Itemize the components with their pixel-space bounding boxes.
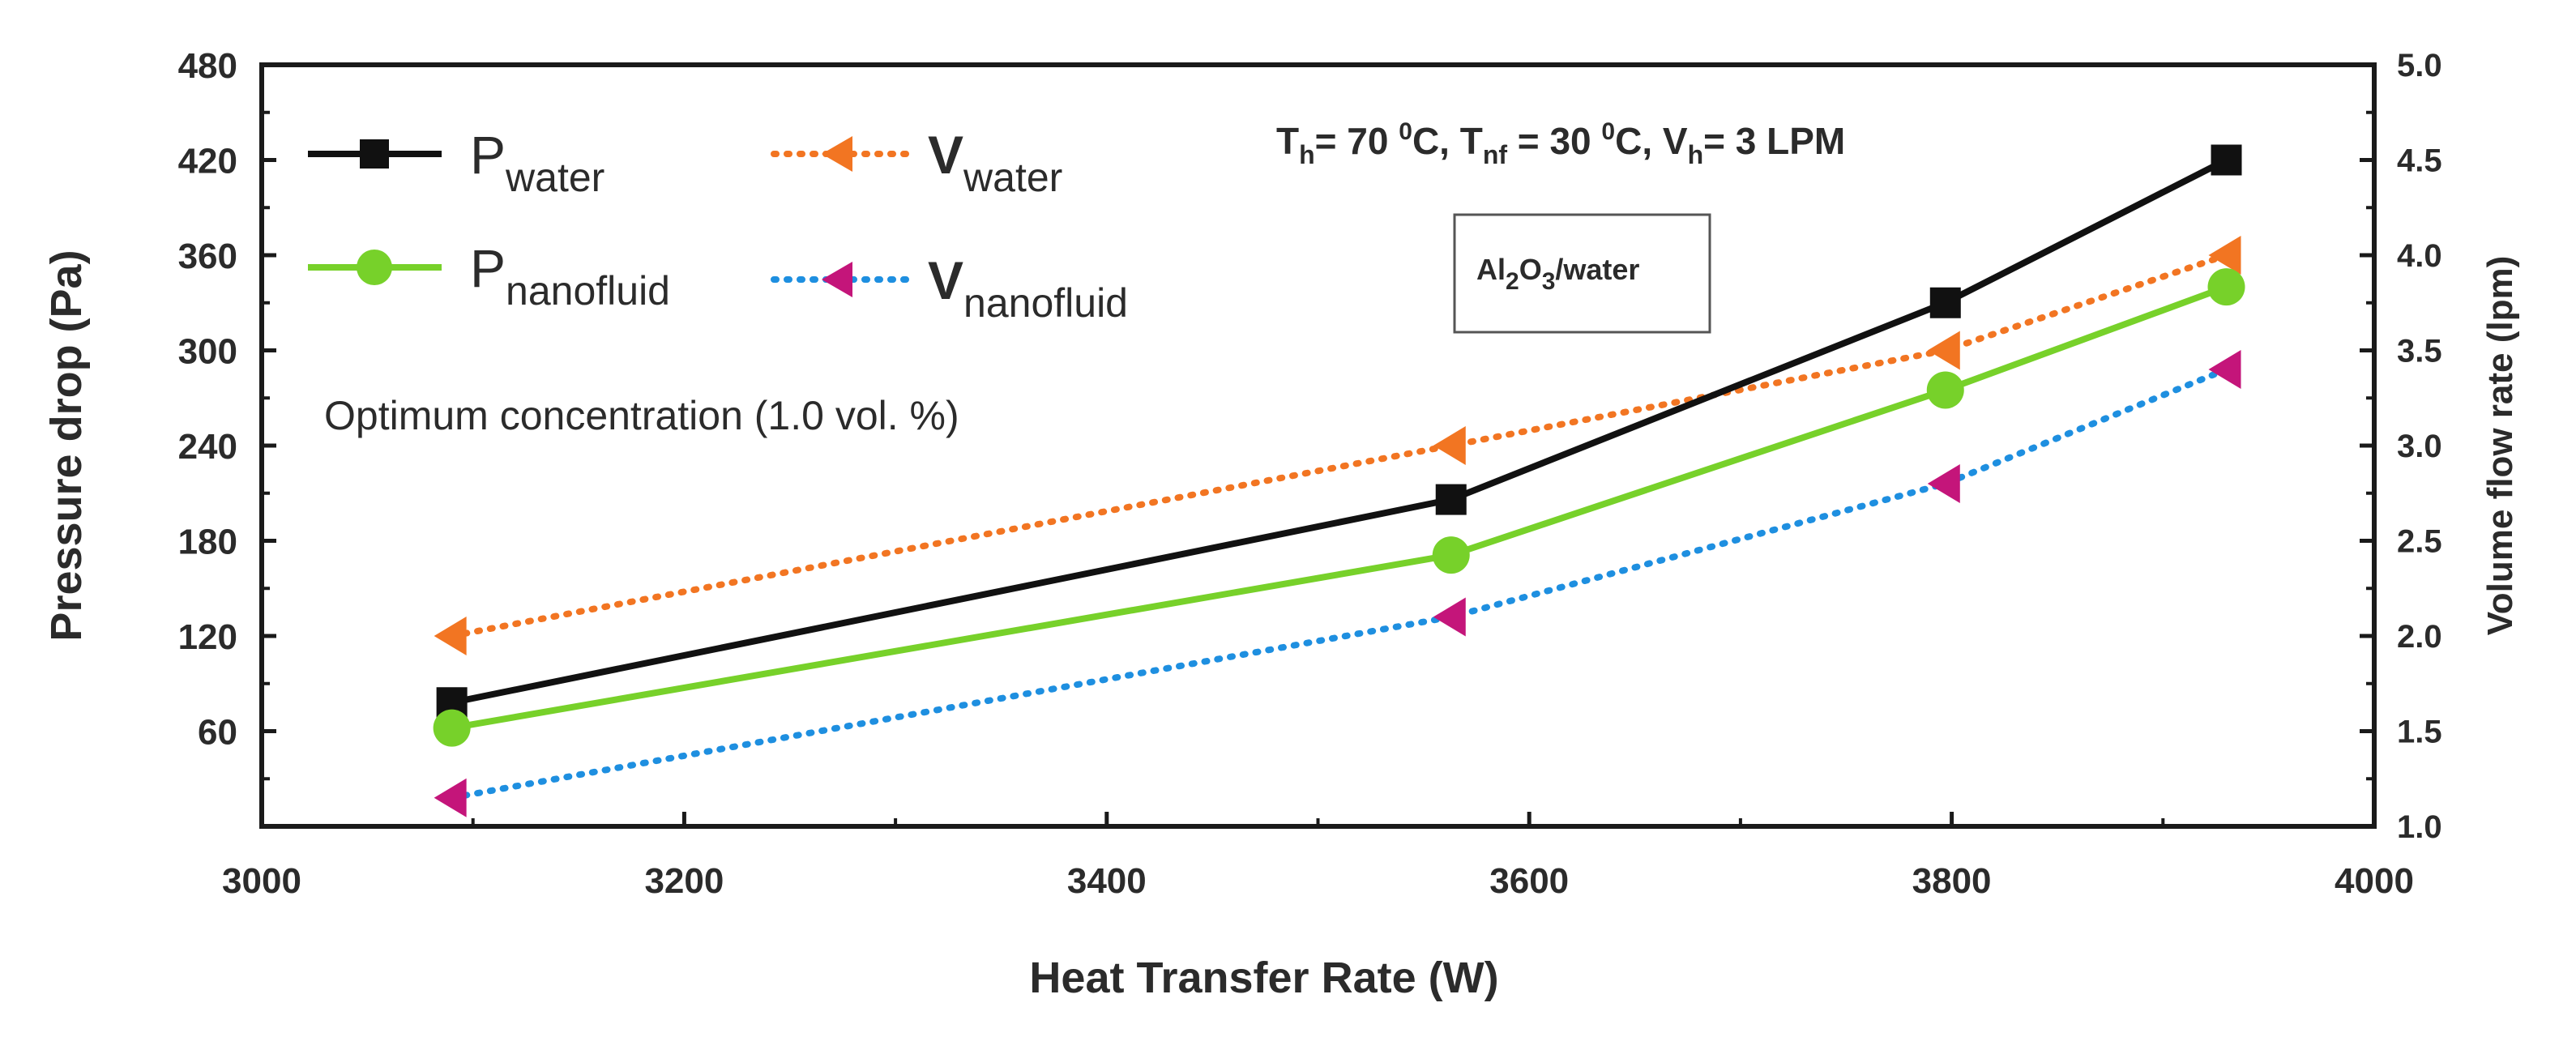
series-line-p-nanofluid [451, 284, 2228, 732]
o-symbol: O [1519, 253, 1542, 286]
y-tick-label: 180 [178, 523, 237, 562]
x-tick-label: 4000 [2335, 861, 2414, 901]
y2-axis-title: Volume flow rate (lpm) [2480, 256, 2520, 636]
data-point-p-water [2211, 144, 2242, 176]
legend-label-main: P [470, 125, 506, 185]
x-tick-label: 3000 [222, 861, 301, 901]
y-tick-label: 120 [178, 617, 237, 657]
data-point-v-water [1433, 426, 1466, 465]
x-tick-label: 3200 [644, 861, 724, 901]
data-point-p-nanofluid [1926, 371, 1964, 409]
conditions-annotation: Th= 70 0C, Tnf = 30 0C, Vh= 3 LPM [1276, 118, 1845, 169]
data-point-p-nanofluid [2207, 268, 2245, 306]
data-point-v-nanofluid [2208, 350, 2241, 389]
tnf-value: = 30 [1507, 120, 1601, 162]
th-subscript: h [1299, 140, 1315, 169]
tnf-subscript: nf [1483, 140, 1508, 169]
y-tick-label: 480 [178, 46, 237, 86]
th-symbol: T [1276, 120, 1299, 162]
data-point-v-water [2208, 236, 2241, 275]
x-tick-label: 3800 [1912, 861, 1992, 901]
series-p-nanofluid [433, 268, 2245, 747]
legend-label-p-water: Pwater [470, 125, 604, 200]
y-tick-label: 300 [178, 332, 237, 372]
y-tick-label: 420 [178, 142, 237, 181]
data-point-v-nanofluid [434, 778, 467, 817]
legend-marker-triangle-left [822, 136, 852, 172]
y2-tick-label: 5.0 [2397, 48, 2442, 83]
th-unit: C, [1412, 120, 1460, 162]
y2-tick-label: 4.5 [2397, 143, 2442, 179]
legend-label-sub: water [963, 155, 1062, 200]
legend-label-main: V [928, 250, 963, 310]
y-axis-left: 60 120 180 240 300 360 420 480 [178, 46, 276, 781]
data-point-p-water [1435, 484, 1467, 515]
y2-tick-label: 3.5 [2397, 334, 2442, 369]
data-point-v-nanofluid [1433, 597, 1466, 637]
al-subscript: 2 [1506, 268, 1519, 295]
legend-label-main: P [470, 238, 506, 298]
data-point-v-nanofluid [1927, 464, 1960, 503]
tnf-unit: C, [1615, 120, 1663, 162]
legend-marker-circle [357, 250, 392, 285]
y2-tick-label: 4.0 [2397, 238, 2442, 274]
x-tick-label: 3600 [1489, 861, 1569, 901]
legend-entry-p-water: Pwater [308, 125, 604, 200]
y-axis-right: 1.0 1.5 2.0 2.5 3.0 3.5 4.0 4.5 5.0 [2360, 48, 2442, 845]
legend-entry-v-nanofluid: Vnanofluid [771, 250, 1128, 326]
y2-tick-label: 1.0 [2397, 809, 2442, 845]
data-point-p-nanofluid [433, 709, 471, 747]
legend-marker-triangle-left [822, 262, 852, 297]
series-p-water [436, 144, 2242, 719]
tnf-symbol: T [1460, 120, 1483, 162]
legend: Pwater Pnanofluid Vwater Vnanofluid [308, 125, 1128, 326]
material-label: Al2O3/water [1476, 253, 1639, 295]
series-v-nanofluid [434, 350, 2241, 817]
x-axis-title: Heat Transfer Rate (W) [1029, 954, 1498, 1002]
legend-label-main: V [928, 125, 963, 185]
x-tick-label: 3400 [1067, 861, 1147, 901]
vh-subscript: h [1688, 140, 1704, 169]
legend-label-p-nanofluid: Pnanofluid [470, 238, 670, 314]
vh-symbol: V [1663, 120, 1688, 162]
legend-entry-p-nanofluid: Pnanofluid [308, 238, 670, 314]
vh-value: = 3 LPM [1703, 120, 1845, 162]
legend-label-sub: nanofluid [506, 268, 670, 314]
series-line-v-nanofluid [448, 366, 2230, 801]
legend-entry-v-water: Vwater [771, 125, 1062, 200]
x-axis: 3000 3200 3400 3600 3800 4000 [222, 812, 2414, 901]
y-tick-label: 60 [198, 713, 237, 753]
th-superscript: 0 [1399, 118, 1412, 145]
material-rest: /water [1555, 253, 1639, 286]
data-point-v-water [1927, 331, 1960, 370]
material-box [1453, 213, 1711, 334]
y-tick-label: 360 [178, 237, 237, 276]
data-point-p-nanofluid [1432, 536, 1470, 574]
y2-tick-label: 2.5 [2397, 524, 2442, 560]
th-value: = 70 [1315, 120, 1399, 162]
concentration-annotation: Optimum concentration (1.0 vol. %) [324, 393, 959, 438]
o-subscript: 3 [1542, 268, 1556, 295]
data-point-v-water [434, 617, 467, 655]
legend-label-sub: nanofluid [963, 280, 1128, 326]
legend-label-v-nanofluid: Vnanofluid [928, 250, 1128, 326]
series-layer [433, 144, 2245, 817]
series-line-p-water [451, 156, 2228, 706]
y-axis-title: Pressure drop (Pa) [42, 250, 91, 641]
legend-label-sub: water [505, 155, 604, 200]
y2-tick-label: 1.5 [2397, 715, 2442, 750]
tnf-superscript: 0 [1601, 118, 1615, 145]
legend-marker-square [360, 139, 389, 169]
y2-tick-label: 2.0 [2397, 619, 2442, 655]
data-point-p-water [1929, 287, 1961, 318]
legend-label-v-water: Vwater [928, 125, 1062, 200]
y-tick-label: 240 [178, 427, 237, 467]
al-symbol: Al [1476, 253, 1506, 286]
y2-tick-label: 3.0 [2397, 429, 2442, 464]
